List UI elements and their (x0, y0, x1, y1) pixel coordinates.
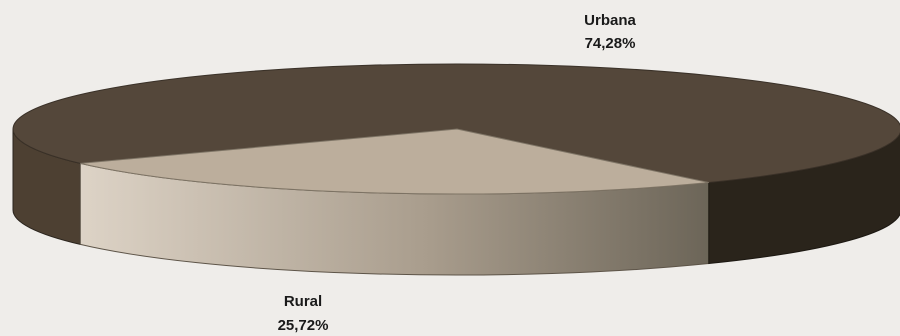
rural-percentage: 25,72% (278, 317, 329, 334)
urbana-percentage: 74,28% (585, 35, 636, 52)
urbana-label: Urbana (584, 12, 636, 29)
pie-slice-rural (80, 128, 709, 195)
rural-label: Rural (284, 293, 322, 310)
pie-slice-urbana (12, 63, 900, 184)
